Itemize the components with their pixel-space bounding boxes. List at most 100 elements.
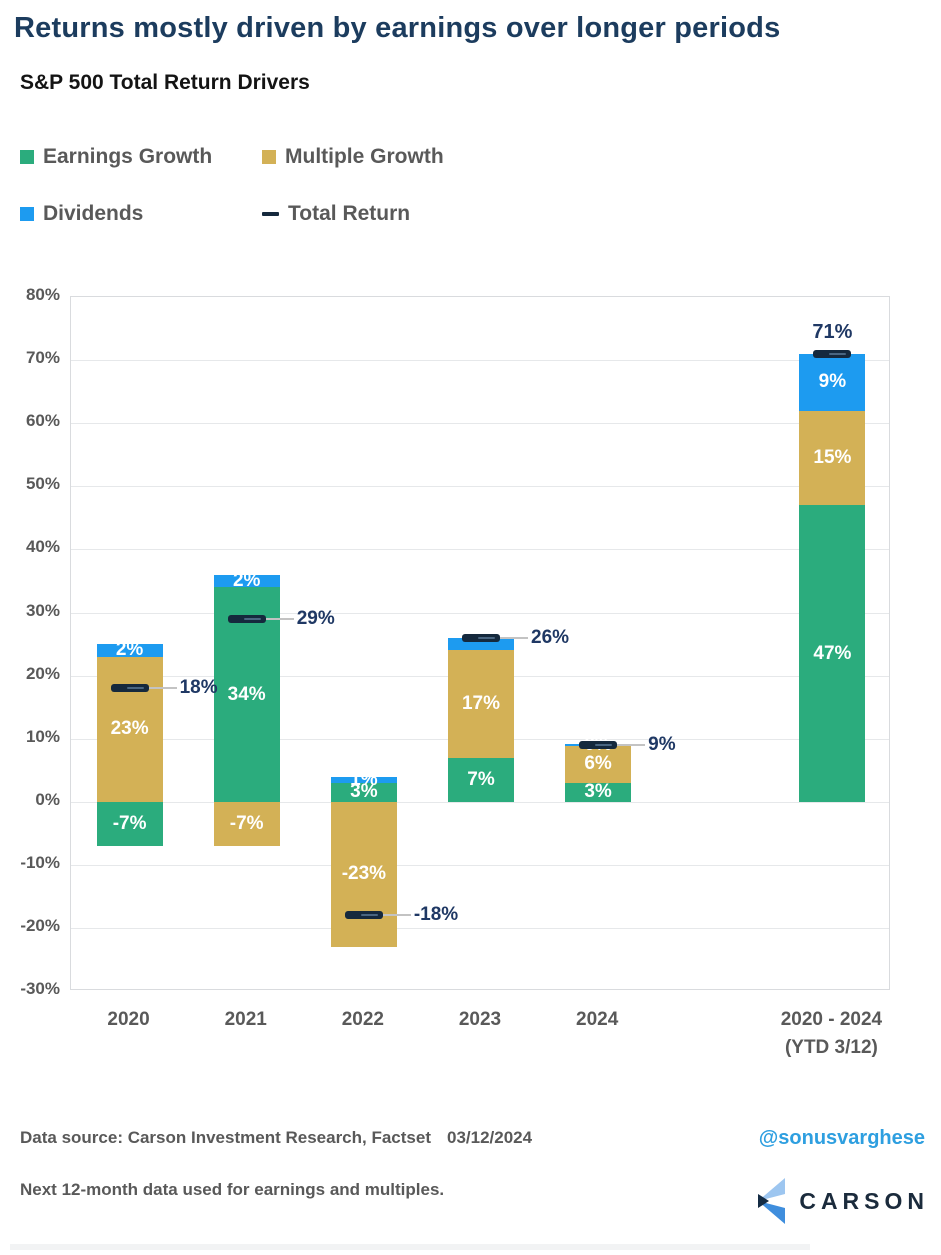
total-return-marker [579, 740, 618, 749]
total-return-label: -18% [413, 904, 459, 926]
bar-segment-earnings-growth [565, 782, 632, 802]
legend-item-dividends: Dividends [20, 202, 143, 226]
segment-value-label: 3% [350, 781, 378, 803]
gridline [71, 927, 889, 929]
footnote-text: Next 12-month data used for earnings and… [20, 1180, 445, 1199]
marker-highlight [243, 617, 261, 620]
data-source-label: Data source: Carson Investment Research,… [20, 1128, 431, 1147]
segment-value-label: -7% [229, 812, 264, 834]
total-return-label: 26% [531, 626, 570, 648]
marker-highlight [829, 352, 847, 355]
marker-highlight [126, 687, 144, 690]
x-axis-label: 2023 [458, 1009, 502, 1030]
total-return-marker [344, 911, 383, 920]
y-axis-tick: 0% [35, 789, 60, 809]
bar-segment-multiple-growth [565, 744, 632, 783]
total-return-label: 71% [812, 320, 853, 343]
legend-item-total-return: Total Return [262, 202, 410, 226]
y-axis-tick: -10% [20, 852, 60, 872]
total-return-dash-icon [262, 212, 279, 216]
gridline [71, 612, 889, 614]
y-axis-tick: 80% [25, 285, 60, 304]
social-handle-link[interactable]: @sonusvarghese [758, 1127, 925, 1149]
x-axis-label: 2020 [107, 1009, 150, 1030]
page-title: Returns mostly driven by earnings over l… [14, 12, 781, 44]
gridline [71, 486, 889, 488]
bar-segment-dividends [213, 574, 280, 588]
legend-item-earnings-growth: Earnings Growth [20, 145, 212, 169]
total-return-marker [227, 614, 266, 623]
carson-logo: CARSON [756, 1178, 929, 1224]
segment-value-label: 6% [584, 752, 612, 774]
y-axis-tick: 20% [25, 663, 60, 683]
gridline [71, 801, 889, 803]
bar-segment-multiple-growth [448, 650, 514, 758]
bar-segment-multiple-growth [799, 410, 866, 506]
marker-highlight [595, 743, 613, 746]
total-return-marker [813, 349, 852, 358]
segment-value-label: 15% [813, 446, 852, 468]
chart-subtitle: S&P 500 Total Return Drivers [20, 71, 310, 94]
total-return-marker [462, 633, 500, 642]
bar-segment-dividends [330, 776, 397, 783]
segment-value-label: 2% [115, 639, 144, 661]
y-axis-tick: 30% [25, 600, 60, 620]
segment-value-label: -7% [112, 812, 147, 834]
legend-label: Total Return [288, 202, 411, 225]
bar-segment-earnings-growth [330, 782, 397, 802]
bar-segment-earnings-growth [96, 801, 163, 846]
x-axis-label: 2022 [341, 1009, 384, 1030]
segment-value-label: 47% [813, 642, 852, 664]
bar-segment-dividends [799, 353, 866, 411]
y-axis-tick: 60% [25, 411, 60, 431]
gridline [71, 423, 889, 425]
total-leader-line [265, 617, 294, 620]
total-leader-line [617, 743, 646, 746]
total-return-label: 29% [296, 607, 335, 629]
marker-highlight [360, 914, 378, 917]
multiple-growth-swatch-icon [262, 150, 276, 164]
gridline [71, 360, 889, 362]
segment-value-label: 1% [350, 768, 378, 790]
legend-label: Earnings Growth [43, 145, 213, 168]
bar-segment-multiple-growth [96, 656, 163, 802]
legend-label: Dividends [43, 202, 144, 225]
carson-logo-icon [758, 1178, 786, 1224]
y-axis-tick: 40% [25, 537, 60, 557]
segment-value-label: 9% [818, 371, 847, 393]
x-axis-label: 2020 - 2024 (YTD 3/12) [780, 1009, 883, 1058]
plot-area: -7% 23% 2% 18% 34% -7% 2% 29% 3% -23% 1% -18% 7% 17% 2… [70, 296, 890, 990]
bar-segment-multiple-growth [213, 801, 280, 846]
segment-value-label: 3% [584, 781, 612, 803]
total-leader-line [500, 636, 528, 639]
segment-value-label: 2% [232, 569, 261, 591]
segment-value-label: 23% [110, 718, 149, 740]
gridline [71, 549, 889, 551]
bar-segment-multiple-growth [330, 801, 397, 947]
segment-value-label: 34% [227, 683, 266, 705]
y-axis-tick: 50% [25, 474, 60, 494]
gridline [71, 864, 889, 866]
total-leader-line [382, 914, 411, 917]
segment-value-label: 17% [461, 692, 501, 714]
y-axis-tick: -20% [20, 915, 60, 935]
x-axis-label: 2024 [576, 1009, 619, 1030]
dividends-swatch-icon [20, 207, 34, 221]
data-source-text: Data source: Carson Investment Research,… [20, 1128, 532, 1148]
bottom-divider [10, 1244, 810, 1250]
legend-item-multiple-growth: Multiple Growth [262, 145, 444, 169]
total-return-label: 9% [648, 733, 676, 755]
segment-value-label: -23% [341, 863, 387, 885]
earnings-growth-swatch-icon [20, 150, 34, 164]
y-axis-tick: 10% [25, 726, 60, 746]
y-axis-tick: 70% [25, 348, 60, 368]
x-axis-label: 2021 [224, 1009, 267, 1030]
carson-logo-text: CARSON [799, 1187, 929, 1214]
y-axis-tick: -30% [20, 979, 60, 998]
bar-segment-dividends [96, 644, 163, 657]
data-source-date: 03/12/2024 [447, 1128, 533, 1147]
segment-value-label: 7% [467, 768, 495, 790]
marker-highlight [477, 636, 495, 639]
legend-label: Multiple Growth [285, 145, 444, 168]
